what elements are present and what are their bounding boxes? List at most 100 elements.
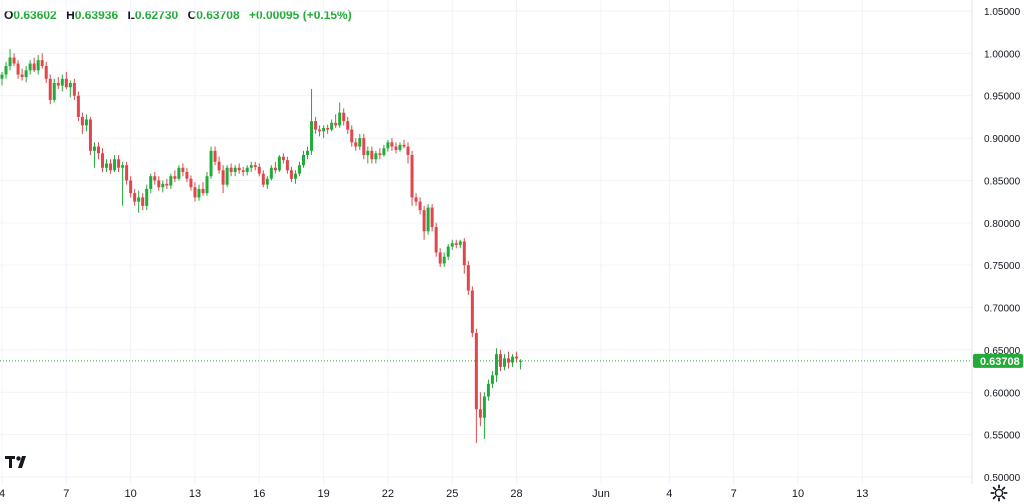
price-tick-label: 0.60000 — [984, 388, 1021, 399]
candle-body — [310, 121, 314, 151]
candle — [406, 142, 410, 164]
time-tick-label: 28 — [510, 488, 522, 500]
candle — [330, 119, 334, 132]
close-key: C — [187, 8, 197, 22]
candle-body — [56, 83, 60, 86]
candle-body — [503, 358, 506, 367]
candle — [40, 53, 44, 69]
candle — [257, 163, 261, 177]
candle — [442, 252, 446, 267]
candle — [426, 204, 430, 235]
candles — [0, 49, 523, 444]
candle — [503, 354, 506, 371]
candle-body — [173, 176, 177, 179]
candle-body — [261, 173, 265, 185]
price-axis[interactable]: 1.05000 1.00000 0.95000 0.90000 0.85000 0.800… — [984, 7, 1021, 484]
candle-body — [515, 356, 519, 359]
candle-body — [125, 165, 129, 181]
candle-body — [426, 207, 430, 232]
candle-body — [101, 153, 104, 168]
candle — [44, 61, 48, 84]
candle-body — [285, 160, 289, 171]
candle-body — [52, 83, 56, 100]
price-tick-label: 0.85000 — [984, 176, 1021, 187]
candle-body — [414, 197, 418, 202]
candle — [346, 116, 350, 134]
candle — [249, 161, 253, 172]
candle — [289, 166, 293, 183]
candle-body — [370, 150, 374, 160]
candle — [253, 161, 257, 171]
price-tick-label: 0.70000 — [984, 304, 1021, 315]
candle — [141, 193, 145, 211]
candle — [302, 150, 305, 168]
candle — [32, 57, 36, 73]
candle — [386, 139, 390, 152]
price-tick-label: 0.55000 — [984, 431, 1021, 442]
candle-body — [466, 265, 470, 291]
last-price-badge — [973, 353, 1023, 368]
candle — [109, 159, 113, 174]
time-tick-label: 10 — [792, 488, 804, 500]
candle-body — [418, 201, 422, 211]
price-tick-label: 0.65000 — [984, 346, 1021, 357]
candle — [229, 163, 233, 177]
candle-body — [92, 146, 96, 151]
candle — [366, 146, 370, 164]
candle-body — [410, 155, 414, 198]
candle-body — [28, 63, 32, 71]
price-tick-label: 0.90000 — [984, 134, 1021, 145]
candle — [233, 165, 237, 177]
candle — [60, 74, 64, 92]
candle-body — [354, 142, 358, 147]
time-tick-label: 4 — [0, 488, 5, 500]
candle-body — [237, 167, 241, 171]
candle — [205, 171, 209, 196]
candle-body — [113, 159, 117, 171]
candle — [462, 238, 466, 274]
candle-body — [374, 153, 378, 160]
candle-body — [450, 243, 454, 247]
candle-body — [486, 383, 490, 397]
candle-body — [169, 176, 173, 186]
candle-body — [406, 146, 410, 156]
candle-body — [442, 256, 446, 264]
tradingview-logo-icon[interactable] — [4, 450, 34, 474]
candle — [293, 170, 297, 184]
candle-body — [105, 163, 109, 168]
candle — [414, 193, 418, 206]
gear-icon[interactable] — [990, 484, 1008, 502]
candle-body — [133, 193, 137, 202]
candle-body — [474, 332, 478, 410]
candle-body — [338, 112, 342, 126]
candle-body — [273, 167, 277, 171]
price-tick-label: 1.05000 — [984, 7, 1021, 18]
candle-body — [32, 63, 36, 71]
candle — [322, 125, 326, 139]
candle-body — [44, 66, 48, 79]
candle — [173, 170, 177, 183]
candle-body — [40, 60, 44, 67]
time-axis[interactable]: 4 7 10 13 16 19 22 25 28 Jun 4 7 10 13 — [0, 488, 868, 500]
candle-body — [422, 210, 426, 232]
candle-body — [201, 188, 205, 194]
candle — [326, 124, 330, 134]
candle-body — [88, 119, 92, 151]
candle-body — [245, 167, 249, 172]
time-tick-label: Jun — [592, 488, 610, 500]
candle-body — [378, 153, 382, 156]
candle — [390, 138, 394, 151]
last-price-label: 0.63708 — [973, 353, 1023, 368]
candle-body — [281, 156, 285, 161]
candle — [350, 125, 354, 147]
candle-body — [161, 183, 165, 188]
candle-body — [181, 167, 185, 172]
candle — [450, 239, 454, 250]
candle — [446, 244, 450, 261]
candle — [507, 351, 511, 369]
candle-body — [382, 148, 386, 156]
candle-body — [177, 167, 181, 179]
candle-body — [24, 70, 28, 78]
candle-body — [233, 167, 237, 172]
